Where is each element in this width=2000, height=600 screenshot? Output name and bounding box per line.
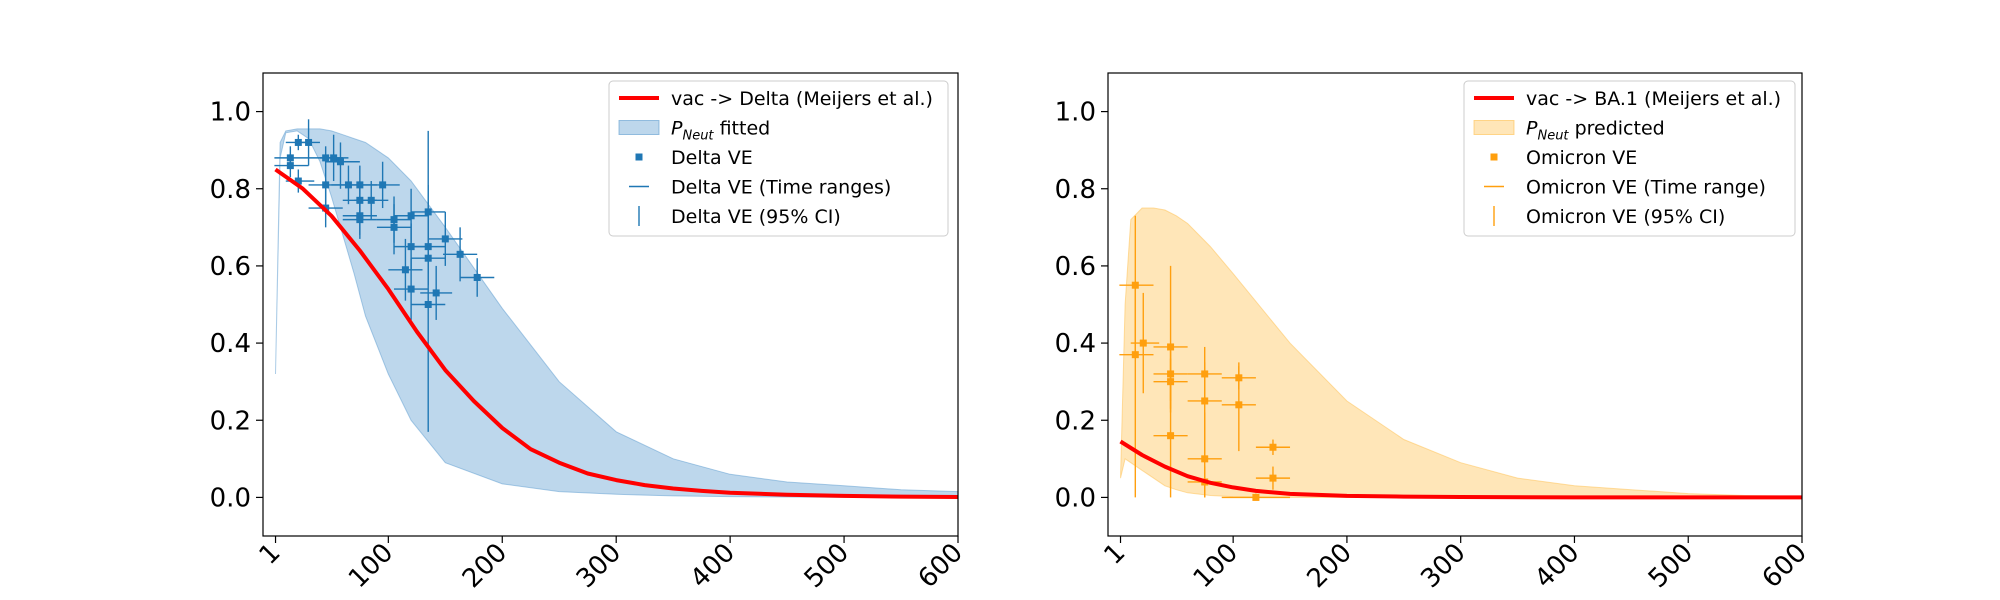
- y-tick-label: 0.2: [1055, 406, 1096, 436]
- plot-area: [1119, 207, 1802, 501]
- data-point-1: [286, 162, 294, 170]
- y-tick-label: 0.6: [1055, 252, 1096, 282]
- data-point-3: [305, 138, 313, 146]
- legend-label-subscript: Neut: [1537, 129, 1569, 144]
- data-point-3: [1167, 343, 1175, 351]
- data-point-15: [367, 196, 375, 204]
- legend-label: vac -> BA.1 (Meijers et al.): [1526, 88, 1781, 110]
- legend-label-symbol: P: [671, 118, 683, 140]
- data-point-15: [1269, 474, 1277, 482]
- data-point-4: [294, 177, 302, 185]
- legend-label-subscript: Neut: [682, 129, 714, 144]
- data-point-16: [379, 181, 387, 189]
- x-tick-label: 1: [254, 538, 287, 571]
- y-tick-label: 0.8: [210, 175, 251, 205]
- chart-panel-delta: 0.0 0.2 0.4 0.6 0.8 1.0 1 100 200 300 400 500 600 vac…: [210, 72, 969, 594]
- legend-band-handle: [1473, 120, 1515, 135]
- data-point-6: [330, 154, 338, 162]
- x-tick-label: 100: [343, 538, 399, 594]
- x-tick-label: 200: [457, 538, 513, 594]
- y-tick-label: 1.0: [210, 98, 251, 128]
- legend-band-handle: [618, 120, 660, 135]
- x-tick-label: 300: [1415, 538, 1471, 594]
- x-tick-label: 200: [1302, 538, 1358, 594]
- data-point-18: [390, 223, 398, 231]
- data-point-30: [473, 273, 481, 281]
- x-tick-label: 400: [685, 538, 741, 594]
- legend-label: Omicron VE (Time range): [1526, 177, 1766, 199]
- legend-label-symbol: P: [1526, 118, 1538, 140]
- data-point-2: [1139, 339, 1147, 347]
- data-point-14: [1269, 443, 1277, 451]
- plot-area: [274, 119, 958, 499]
- x-tick-label: 500: [799, 538, 855, 594]
- y-tick-label: 1.0: [1055, 98, 1096, 128]
- x-tick-label: 100: [1188, 538, 1244, 594]
- legend: vac -> BA.1 (Meijers et al.) PNeut predic…: [1463, 80, 1796, 237]
- data-point-7: [336, 158, 344, 166]
- y-tick-label: 0.0: [1055, 483, 1096, 513]
- legend-label-rest: predicted: [1569, 118, 1665, 140]
- legend-label: vac -> Delta (Meijers et al.): [671, 88, 933, 110]
- y-tick-label: 0.4: [210, 329, 251, 359]
- chart-panel-omicron: 0.0 0.2 0.4 0.6 0.8 1.0 1 100 200 300 400 500 600 vac…: [1055, 72, 1813, 594]
- data-point-28: [441, 235, 449, 243]
- data-point-14: [356, 216, 364, 224]
- x-tick-label: 300: [571, 538, 627, 594]
- legend-label: Delta VE (Time ranges): [671, 177, 891, 199]
- legend: vac -> Delta (Meijers et al.) PNeut fitte…: [608, 80, 949, 237]
- axes-frame: [1107, 72, 1803, 537]
- data-point-9: [1201, 455, 1209, 463]
- data-point-8: [322, 181, 330, 189]
- data-point-12: [1235, 401, 1243, 409]
- data-point-20: [401, 266, 409, 274]
- data-point-27: [432, 289, 440, 297]
- legend-box: [1463, 80, 1796, 237]
- model-curve: [1119, 439, 1802, 500]
- x-tick-label: 600: [913, 538, 969, 594]
- data-point-1: [1131, 351, 1139, 359]
- legend-box: [608, 80, 949, 237]
- y-tick-label: 0.4: [1055, 329, 1096, 359]
- data-point-6: [1167, 432, 1175, 440]
- x-tick-label: 500: [1643, 538, 1699, 594]
- model-curve: [274, 167, 958, 499]
- data-point-8: [1201, 397, 1209, 405]
- legend-label: Omicron VE: [1526, 147, 1637, 169]
- legend-marker-handle: [635, 153, 643, 161]
- x-tick-label: 400: [1529, 538, 1585, 594]
- x-tick-label: 600: [1757, 538, 1813, 594]
- data-point-22: [407, 285, 415, 293]
- y-tick-label: 0.6: [210, 252, 251, 282]
- axes-frame: [262, 72, 959, 537]
- y-tick-label: 0.2: [210, 406, 251, 436]
- x-tick-label: 1: [1099, 538, 1132, 571]
- y-tick-label: 0.0: [210, 483, 251, 513]
- legend-label: Omicron VE (95% CI): [1526, 206, 1725, 228]
- data-point-13: [1252, 493, 1260, 501]
- legend-marker-handle: [1490, 153, 1498, 161]
- y-tick-label: 0.8: [1055, 175, 1096, 205]
- legend-label-rest: fitted: [714, 118, 771, 140]
- data-point-26: [424, 301, 432, 308]
- legend-label: PNeut predicted: [1526, 118, 1665, 144]
- confidence-band: [1120, 207, 1802, 498]
- confidence-band: [275, 128, 958, 498]
- data-point-29: [456, 250, 464, 258]
- legend-label: PNeut fitted: [671, 118, 770, 144]
- legend-label: Delta VE: [671, 147, 753, 169]
- legend-label: Delta VE (95% CI): [671, 206, 841, 228]
- data-point-19: [407, 212, 415, 220]
